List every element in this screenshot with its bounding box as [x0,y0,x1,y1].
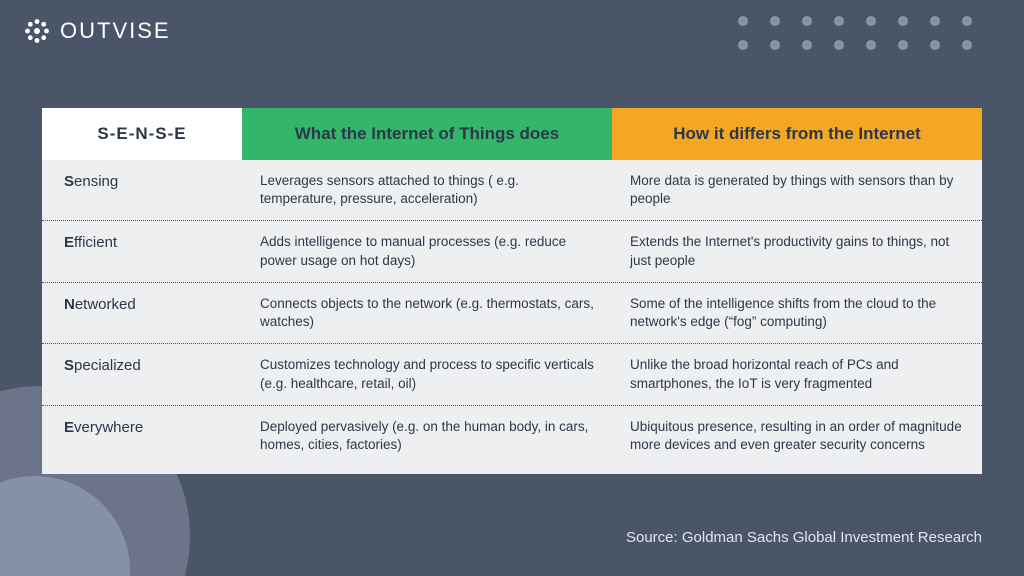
row-term: Specialized [42,354,242,394]
term-lead: S [64,173,74,190]
decor-dot-grid [738,16,972,50]
term-lead: N [64,296,75,313]
table-row: Sensing Leverages sensors attached to th… [42,160,982,221]
row-iot: Deployed pervasively (e.g. on the human … [242,416,612,456]
row-iot: Customizes technology and process to spe… [242,354,612,394]
term-rest: ensing [74,173,118,190]
term-lead: E [64,419,74,436]
brand-logo-icon [24,18,50,44]
row-diff: More data is generated by things with se… [612,170,982,210]
term-rest: pecialized [74,357,141,374]
table-header-row: S-E-N-S-E What the Internet of Things do… [42,108,982,160]
table-row: Networked Connects objects to the networ… [42,283,982,344]
row-diff: Extends the Internet's productivity gain… [612,231,982,271]
row-term: Efficient [42,231,242,271]
table-row: Efficient Adds intelligence to manual pr… [42,221,982,282]
source-citation: Source: Goldman Sachs Global Investment … [626,529,982,546]
term-rest: etworked [75,296,136,313]
brand-name: OUTVISE [60,18,171,44]
row-iot: Adds intelligence to manual processes (e… [242,231,612,271]
brand-header: OUTVISE [24,18,171,44]
row-diff: Ubiquitous presence, resulting in an ord… [612,416,982,456]
col-header-iot: What the Internet of Things does [242,108,612,160]
term-rest: verywhere [74,419,143,436]
row-iot: Connects objects to the network (e.g. th… [242,293,612,333]
table-row: Everywhere Deployed pervasively (e.g. on… [42,406,982,466]
sense-table: S-E-N-S-E What the Internet of Things do… [42,108,982,474]
row-diff: Some of the intelligence shifts from the… [612,293,982,333]
row-diff: Unlike the broad horizontal reach of PCs… [612,354,982,394]
term-lead: E [64,234,74,251]
row-term: Networked [42,293,242,333]
row-term: Everywhere [42,416,242,456]
col-header-diff: How it differs from the Internet [612,108,982,160]
col-header-sense: S-E-N-S-E [42,108,242,160]
table-body: Sensing Leverages sensors attached to th… [42,160,982,474]
table-row: Specialized Customizes technology and pr… [42,344,982,405]
row-iot: Leverages sensors attached to things ( e… [242,170,612,210]
term-lead: S [64,357,74,374]
row-term: Sensing [42,170,242,210]
term-rest: fficient [74,234,117,251]
